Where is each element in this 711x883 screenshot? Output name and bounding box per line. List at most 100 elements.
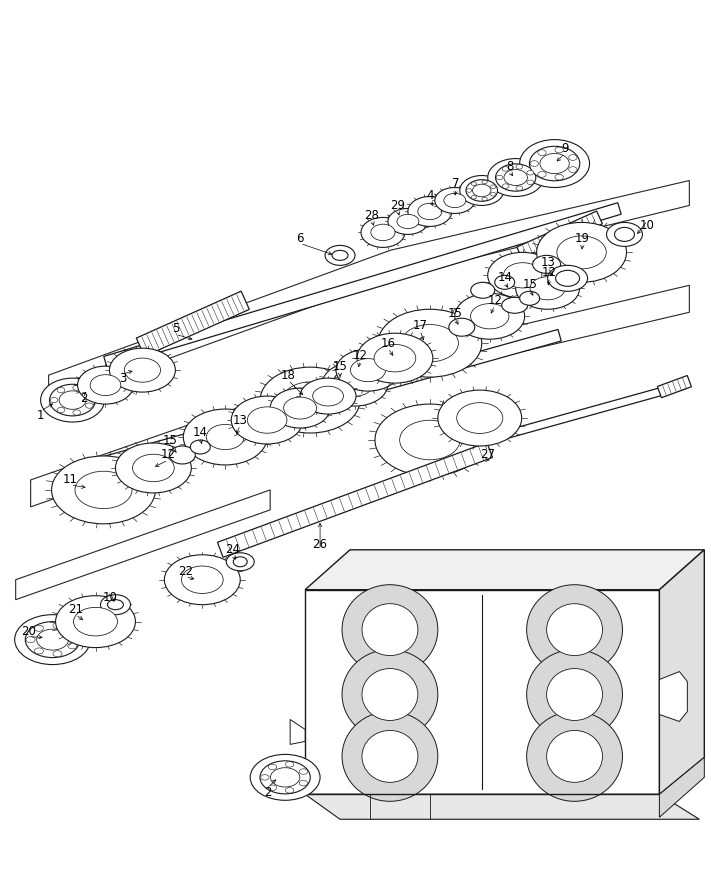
Text: 11: 11 — [63, 473, 78, 487]
Ellipse shape — [332, 251, 348, 260]
Ellipse shape — [206, 425, 244, 449]
Ellipse shape — [502, 167, 509, 171]
Ellipse shape — [456, 403, 503, 434]
Ellipse shape — [361, 217, 405, 247]
Ellipse shape — [374, 344, 416, 372]
Ellipse shape — [488, 159, 544, 197]
Ellipse shape — [247, 407, 287, 434]
Ellipse shape — [555, 147, 563, 153]
Ellipse shape — [68, 630, 77, 637]
Polygon shape — [659, 672, 688, 721]
Ellipse shape — [460, 176, 503, 206]
Ellipse shape — [504, 170, 528, 185]
Ellipse shape — [569, 167, 577, 172]
Polygon shape — [659, 758, 705, 818]
Ellipse shape — [471, 182, 476, 185]
Ellipse shape — [109, 348, 176, 392]
Ellipse shape — [496, 175, 503, 180]
Text: 8: 8 — [506, 160, 513, 173]
Ellipse shape — [191, 440, 210, 454]
Ellipse shape — [53, 651, 62, 657]
Ellipse shape — [73, 385, 80, 390]
Ellipse shape — [50, 384, 95, 416]
Ellipse shape — [540, 154, 570, 174]
Text: 4: 4 — [426, 189, 434, 202]
Ellipse shape — [342, 650, 438, 739]
Ellipse shape — [516, 164, 523, 169]
Ellipse shape — [26, 637, 35, 643]
Ellipse shape — [73, 410, 80, 415]
Ellipse shape — [491, 185, 496, 188]
Ellipse shape — [362, 730, 418, 782]
Ellipse shape — [496, 164, 536, 192]
Text: 9: 9 — [561, 142, 568, 155]
Polygon shape — [16, 490, 270, 600]
Ellipse shape — [503, 263, 542, 288]
Ellipse shape — [41, 378, 105, 422]
Ellipse shape — [169, 446, 196, 464]
Polygon shape — [414, 381, 685, 464]
Ellipse shape — [371, 224, 395, 241]
Ellipse shape — [435, 187, 475, 214]
Text: 12: 12 — [487, 294, 502, 306]
Ellipse shape — [557, 236, 606, 268]
Ellipse shape — [444, 193, 466, 208]
Polygon shape — [658, 375, 691, 397]
Ellipse shape — [77, 366, 134, 404]
Ellipse shape — [34, 625, 43, 631]
Ellipse shape — [285, 788, 294, 793]
Ellipse shape — [388, 208, 428, 234]
Ellipse shape — [438, 390, 522, 446]
Ellipse shape — [260, 761, 310, 794]
Ellipse shape — [313, 386, 343, 406]
Ellipse shape — [164, 555, 240, 605]
Ellipse shape — [527, 712, 622, 801]
Ellipse shape — [37, 629, 68, 650]
Ellipse shape — [34, 648, 43, 654]
Text: 22: 22 — [178, 565, 193, 578]
Ellipse shape — [85, 403, 93, 408]
Ellipse shape — [408, 197, 451, 226]
Ellipse shape — [530, 147, 579, 181]
Text: 14: 14 — [193, 426, 208, 439]
Ellipse shape — [26, 622, 80, 658]
Ellipse shape — [351, 358, 385, 381]
Ellipse shape — [337, 372, 373, 396]
Ellipse shape — [520, 291, 540, 306]
Ellipse shape — [482, 180, 487, 184]
Ellipse shape — [100, 594, 130, 615]
Ellipse shape — [515, 268, 579, 309]
Ellipse shape — [488, 253, 557, 298]
Ellipse shape — [124, 358, 161, 382]
Text: 15: 15 — [333, 359, 348, 373]
Ellipse shape — [181, 566, 223, 593]
Text: 17: 17 — [412, 319, 427, 332]
Polygon shape — [290, 720, 305, 744]
Ellipse shape — [57, 407, 65, 412]
Ellipse shape — [547, 604, 602, 655]
Ellipse shape — [569, 155, 577, 161]
Ellipse shape — [55, 596, 135, 647]
Ellipse shape — [299, 781, 308, 786]
Ellipse shape — [270, 389, 330, 428]
Ellipse shape — [226, 553, 255, 570]
Ellipse shape — [52, 456, 156, 524]
Ellipse shape — [260, 367, 360, 433]
Polygon shape — [94, 329, 561, 471]
Polygon shape — [31, 285, 690, 507]
Text: 3: 3 — [119, 372, 126, 385]
Text: 21: 21 — [68, 603, 83, 616]
Ellipse shape — [107, 600, 124, 609]
Polygon shape — [305, 590, 659, 795]
Polygon shape — [137, 291, 250, 357]
Ellipse shape — [547, 730, 602, 782]
Ellipse shape — [231, 396, 303, 444]
Ellipse shape — [401, 325, 459, 362]
Ellipse shape — [336, 349, 400, 391]
Text: 28: 28 — [365, 209, 380, 222]
Ellipse shape — [473, 185, 491, 197]
Ellipse shape — [466, 189, 471, 192]
Ellipse shape — [527, 585, 622, 675]
Polygon shape — [659, 550, 705, 795]
Polygon shape — [305, 795, 700, 819]
